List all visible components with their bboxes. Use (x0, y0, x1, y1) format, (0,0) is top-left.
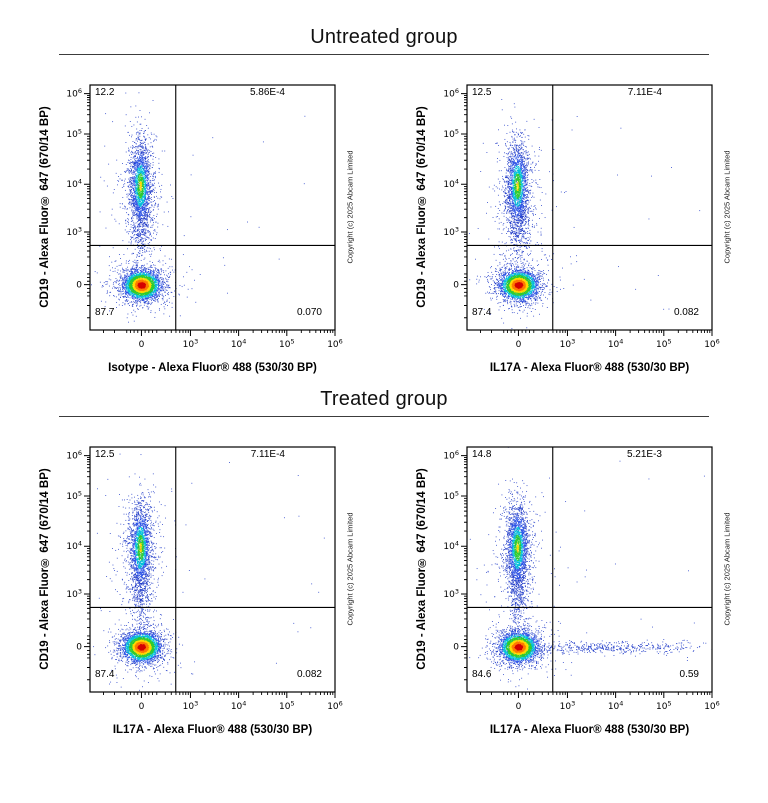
x-axis-label: Isotype - Alexa Fluor® 488 (530/30 BP) (108, 362, 317, 374)
x-axis-label: IL17A - Alexa Fluor® 488 (530/30 BP) (489, 724, 690, 736)
group-treated: Treated group CD19 - Alexa Fluor® 647 (6… (0, 374, 768, 736)
flow-plot-panel-il17a-untreated: CD19 - Alexa Fluor® 647 (670/14 BP) 12.5… (411, 79, 734, 374)
y-axis-label: CD19 - Alexa Fluor® 647 (670/14 BP) (416, 468, 428, 670)
flow-scatter-canvas (56, 79, 343, 360)
flow-scatter-canvas (433, 79, 720, 360)
copyright-column: Copyright (c) 2025 Abcam Limited (720, 441, 734, 736)
quadrant-stat-upper-right: 5.21E-3 (626, 449, 662, 460)
quadrant-stat-lower-left: 84.6 (472, 669, 492, 680)
x-axis-label: IL17A - Alexa Fluor® 488 (530/30 BP) (489, 362, 690, 374)
flow-scatter-canvas (56, 441, 343, 722)
plot-area: 14.8 5.21E-3 84.6 0.59 (433, 441, 720, 722)
copyright-column: Copyright (c) 2025 Abcam Limited (720, 79, 734, 374)
plot-row-untreated: CD19 - Alexa Fluor® 647 (670/14 BP) 12.2… (0, 79, 768, 374)
quadrant-stat-lower-right: 0.082 (673, 307, 699, 318)
copyright-text: Copyright (c) 2025 Abcam Limited (722, 512, 732, 626)
group-title-underline: Untreated group (59, 26, 709, 55)
copyright-column: Copyright (c) 2025 Abcam Limited (343, 441, 357, 736)
plot-area: 12.5 7.11E-4 87.4 0.082 (433, 79, 720, 360)
group-title-treated: Treated group (320, 388, 448, 410)
y-axis-column: CD19 - Alexa Fluor® 647 (670/14 BP) (411, 79, 433, 374)
flow-plot-panel-isotype: CD19 - Alexa Fluor® 647 (670/14 BP) 12.2… (34, 79, 357, 374)
plot-area: 12.2 5.86E-4 87.7 0.070 (56, 79, 343, 360)
y-axis-label: CD19 - Alexa Fluor® 647 (670/14 BP) (39, 106, 51, 308)
y-axis-column: CD19 - Alexa Fluor® 647 (670/14 BP) (411, 441, 433, 736)
group-title-underline: Treated group (59, 388, 709, 417)
quadrant-stat-lower-right: 0.070 (296, 307, 322, 318)
quadrant-stat-upper-right: 5.86E-4 (249, 87, 285, 98)
y-axis-column: CD19 - Alexa Fluor® 647 (670/14 BP) (34, 79, 56, 374)
group-title-untreated: Untreated group (310, 26, 458, 48)
quadrant-stat-lower-right: 0.59 (679, 669, 699, 680)
quadrant-stat-upper-left: 12.5 (95, 449, 115, 460)
copyright-text: Copyright (c) 2025 Abcam Limited (345, 512, 355, 626)
flow-plot-panel-il17a-treated-right: CD19 - Alexa Fluor® 647 (670/14 BP) 14.8… (411, 441, 734, 736)
quadrant-stat-upper-right: 7.11E-4 (250, 449, 285, 460)
copyright-text: Copyright (c) 2025 Abcam Limited (722, 150, 732, 264)
group-untreated: Untreated group CD19 - Alexa Fluor® 647 … (0, 0, 768, 374)
plot-area: 12.5 7.11E-4 87.4 0.082 (56, 441, 343, 722)
quadrant-stat-upper-left: 12.5 (472, 87, 492, 98)
x-axis-label: IL17A - Alexa Fluor® 488 (530/30 BP) (112, 724, 313, 736)
quadrant-stat-lower-right: 0.082 (296, 669, 322, 680)
quadrant-stat-lower-left: 87.4 (472, 307, 492, 318)
quadrant-stat-upper-left: 12.2 (95, 87, 115, 98)
quadrant-stat-lower-left: 87.4 (95, 669, 115, 680)
flow-plot-panel-il17a-treated-left: CD19 - Alexa Fluor® 647 (670/14 BP) 12.5… (34, 441, 357, 736)
flow-scatter-canvas (433, 441, 720, 722)
y-axis-label: CD19 - Alexa Fluor® 647 (670/14 BP) (39, 468, 51, 670)
copyright-column: Copyright (c) 2025 Abcam Limited (343, 79, 357, 374)
copyright-text: Copyright (c) 2025 Abcam Limited (345, 150, 355, 264)
quadrant-stat-upper-left: 14.8 (472, 449, 492, 460)
y-axis-column: CD19 - Alexa Fluor® 647 (670/14 BP) (34, 441, 56, 736)
quadrant-stat-lower-left: 87.7 (95, 307, 115, 318)
quadrant-stat-upper-right: 7.11E-4 (627, 87, 662, 98)
plot-row-treated: CD19 - Alexa Fluor® 647 (670/14 BP) 12.5… (0, 441, 768, 736)
y-axis-label: CD19 - Alexa Fluor® 647 (670/14 BP) (416, 106, 428, 308)
